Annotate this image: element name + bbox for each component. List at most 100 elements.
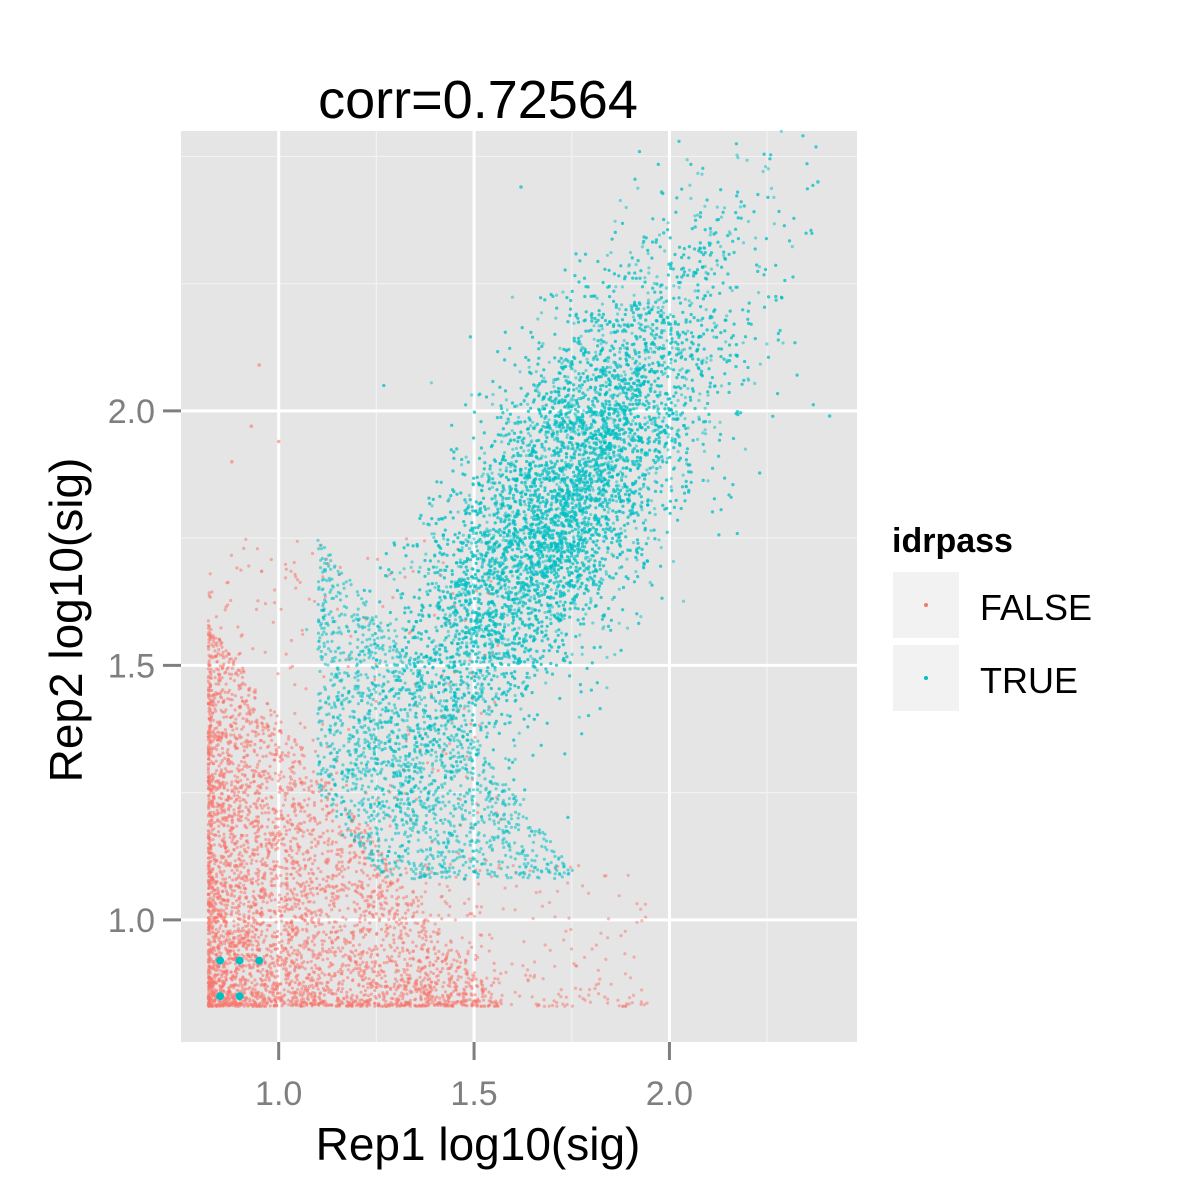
false-point [261, 754, 265, 759]
false-point [212, 669, 216, 674]
false-point [289, 1004, 294, 1008]
false-point [315, 877, 319, 881]
false-point [232, 808, 236, 812]
false-point [398, 1004, 402, 1008]
false-point [216, 700, 220, 704]
false-point [207, 688, 211, 692]
false-point [255, 921, 259, 925]
false-point [248, 765, 252, 769]
false-point [219, 643, 223, 647]
false-point [441, 985, 445, 989]
false-point [574, 964, 578, 968]
false-point [423, 984, 427, 988]
false-point [292, 876, 296, 880]
false-point [267, 908, 271, 913]
false-point [238, 901, 242, 905]
false-point [288, 971, 292, 975]
false-point [210, 926, 214, 930]
false-point [227, 808, 231, 812]
false-point [619, 934, 623, 938]
false-point [480, 933, 484, 937]
false-point [470, 1004, 474, 1008]
false-point [388, 824, 392, 828]
false-point [276, 929, 280, 934]
false-point [427, 996, 431, 1000]
false-point [283, 576, 288, 580]
false-point [247, 917, 251, 921]
false-point [264, 811, 268, 815]
false-point [253, 791, 257, 796]
false-point [219, 696, 223, 700]
false-point [454, 1001, 458, 1005]
false-point [279, 909, 283, 914]
false-point [313, 858, 317, 862]
false-point [285, 892, 289, 896]
false-point [303, 725, 307, 730]
false-point [219, 924, 223, 928]
false-point [223, 710, 227, 714]
false-point [268, 924, 272, 928]
false-point [301, 980, 306, 984]
false-point [254, 734, 258, 738]
false-point [397, 936, 401, 940]
false-point [224, 850, 228, 854]
false-point [436, 978, 440, 983]
false-point [291, 951, 295, 955]
false-point [213, 981, 217, 985]
false-point [348, 1000, 352, 1005]
false-point [233, 859, 237, 863]
false-point [482, 998, 486, 1002]
false-point [295, 974, 299, 978]
false-point [244, 964, 248, 968]
false-point [226, 798, 230, 802]
false-point [500, 993, 504, 998]
false-point [357, 1001, 361, 1005]
false-point [404, 866, 408, 871]
false-point [378, 995, 382, 999]
false-point [324, 781, 328, 785]
false-point [360, 886, 364, 890]
false-point [293, 981, 297, 985]
false-point [332, 904, 336, 908]
false-point [310, 840, 314, 844]
false-point [289, 777, 293, 781]
false-point [206, 892, 210, 896]
false-point [627, 996, 632, 1000]
false-point [209, 1003, 213, 1007]
false-point [373, 1004, 377, 1008]
false-point [393, 949, 397, 953]
false-point [269, 871, 273, 876]
false-point [286, 754, 290, 758]
false-point [334, 930, 338, 934]
false-point [335, 897, 339, 901]
false-point [338, 925, 342, 929]
false-point [404, 984, 409, 988]
false-point [213, 649, 217, 653]
false-point [221, 650, 225, 654]
false-point [214, 859, 218, 863]
false-point [279, 963, 283, 968]
false-point [444, 752, 448, 756]
false-point [208, 791, 212, 795]
false-point [443, 1003, 447, 1007]
false-point [489, 983, 494, 988]
false-point [553, 964, 557, 968]
false-point [322, 675, 326, 679]
false-point [617, 1004, 621, 1008]
false-point [567, 916, 571, 920]
false-point [428, 990, 432, 994]
false-point [444, 943, 448, 947]
false-point [267, 838, 271, 842]
false-point [295, 893, 299, 897]
false-point [405, 895, 409, 899]
false-point [424, 881, 428, 885]
false-point [259, 746, 263, 750]
false-point [207, 781, 211, 785]
false-point [311, 949, 315, 953]
false-point [224, 682, 228, 686]
false-point [225, 750, 229, 755]
false-point [249, 906, 253, 910]
false-point [218, 753, 222, 758]
false-point [223, 880, 227, 885]
